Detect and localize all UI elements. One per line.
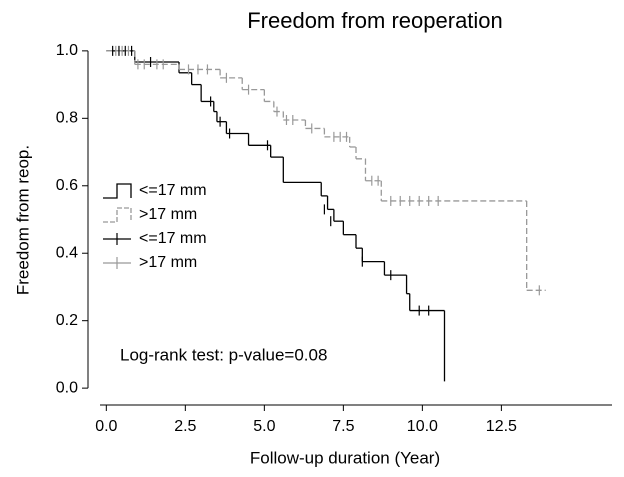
legend-label: >17 mm xyxy=(139,254,197,271)
x-tick-label: 10.0 xyxy=(407,418,438,435)
y-tick-label: 0.6 xyxy=(56,177,78,194)
y-tick-label: 0.4 xyxy=(56,244,78,261)
legend-label: >17 mm xyxy=(139,206,197,223)
legend-symbol xyxy=(103,183,132,199)
legend-symbol xyxy=(103,207,132,223)
y-axis-label: Freedom from reop. xyxy=(13,145,32,295)
x-tick-label: 7.5 xyxy=(332,418,354,435)
chart-title: Freedom from reoperation xyxy=(247,8,503,33)
y-tick-label: 0.0 xyxy=(56,379,78,396)
x-axis-label: Follow-up duration (Year) xyxy=(250,448,440,467)
x-tick-label: 2.5 xyxy=(174,418,196,435)
y-tick-label: 0.2 xyxy=(56,312,78,329)
x-tick-label: 0.0 xyxy=(95,418,117,435)
y-tick-label: 0.8 xyxy=(56,110,78,127)
x-tick-label: 12.5 xyxy=(486,418,517,435)
x-tick-label: 5.0 xyxy=(253,418,275,435)
legend-label: <=17 mm xyxy=(139,182,207,199)
legend-label: <=17 mm xyxy=(139,230,207,247)
annotation: Log-rank test: p-value=0.08 xyxy=(120,345,327,364)
y-tick-label: 1.0 xyxy=(56,42,78,59)
